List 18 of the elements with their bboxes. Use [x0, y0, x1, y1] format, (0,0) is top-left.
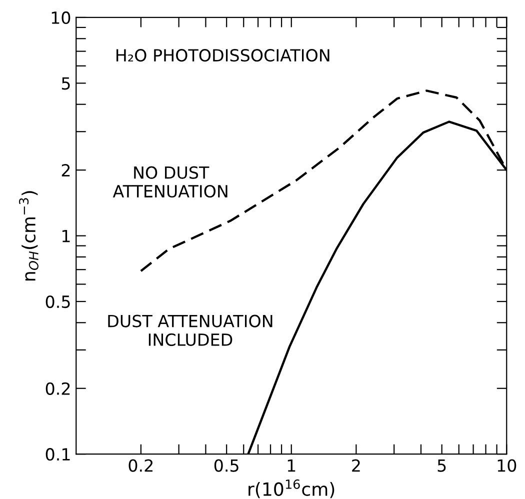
y-tick-label: 10 [52, 11, 70, 24]
series-label: NO DUST ATTENUATION [112, 166, 228, 198]
annotation: H₂O PHOTODISSOCIATION [116, 48, 330, 62]
x-tick-label: 2 [352, 459, 360, 472]
y-axis-title: n$_{OH}$(cm$^{−3}$) [19, 191, 38, 280]
x-tick-label: 0.2 [128, 459, 153, 472]
series-label: DUST ATTENUATION INCLUDED [108, 314, 272, 346]
x-axis-title: r(10$^{16}$cm) [248, 479, 334, 498]
y-tick-label: 0.2 [46, 382, 70, 395]
x-tick-label: 0.5 [214, 459, 238, 472]
y-tick-label: 2 [62, 164, 70, 176]
y-tick-label: 1 [62, 230, 70, 242]
y-tick-label: 0.5 [46, 295, 70, 308]
x-tick-label: 5 [438, 459, 446, 472]
y-tick-label: 5 [62, 77, 70, 90]
y-tick-label: 0.1 [46, 448, 70, 461]
x-tick-label: 1 [288, 459, 296, 472]
x-tick-label: 10 [498, 459, 516, 472]
